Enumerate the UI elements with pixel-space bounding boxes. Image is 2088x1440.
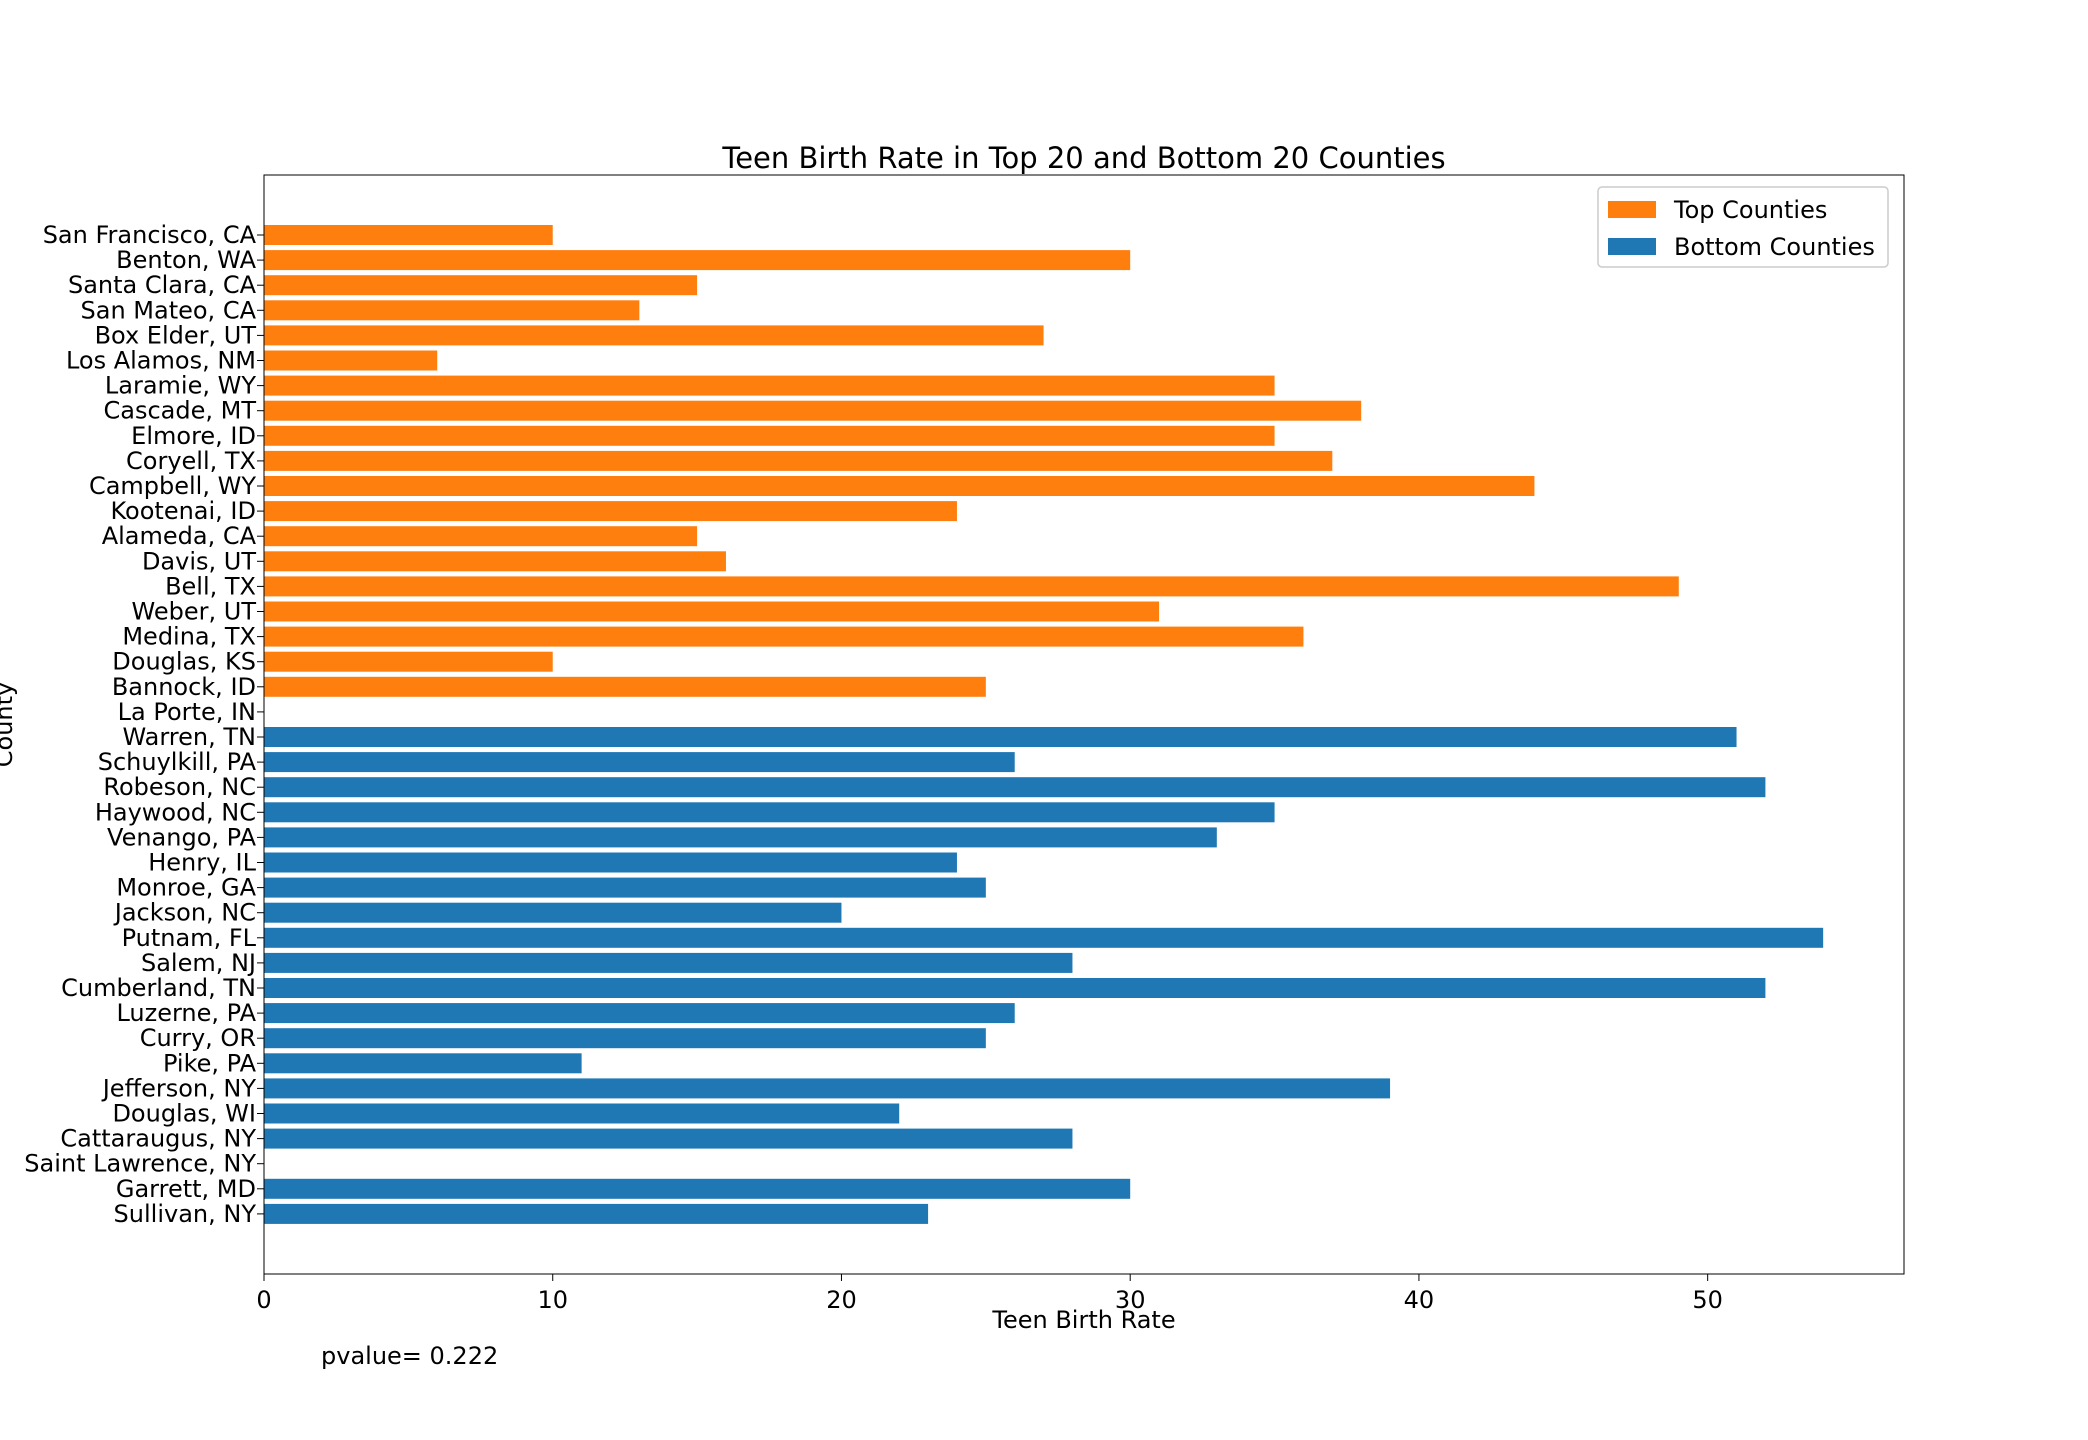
bar-salem-nj bbox=[264, 952, 1073, 973]
bar-cattaraugus-ny bbox=[264, 1128, 1073, 1149]
bar-cumberland-tn bbox=[264, 978, 1766, 998]
bar-campbell-wy bbox=[264, 476, 1535, 496]
bar-los-alamos-nm bbox=[264, 350, 438, 371]
x-tick-label: 40 bbox=[1404, 1286, 1435, 1314]
y-tick-label: Saint Lawrence, NY bbox=[24, 1150, 256, 1178]
y-tick-label: Coryell, TX bbox=[126, 447, 256, 475]
legend-swatch-top-counties bbox=[1608, 201, 1656, 218]
legend: Top Counties Bottom Counties bbox=[1597, 186, 1889, 268]
bar-davis-ut bbox=[264, 551, 726, 572]
bar-bell-tx bbox=[264, 576, 1679, 597]
bar-warren-tn bbox=[264, 727, 1737, 747]
y-tick-label: Medina, TX bbox=[122, 623, 256, 651]
y-tick-label: Monroe, GA bbox=[116, 874, 256, 902]
y-tick-label: Garrett, MD bbox=[116, 1175, 256, 1203]
y-tick-label: Kootenai, ID bbox=[111, 497, 257, 525]
y-tick-label: Jefferson, NY bbox=[101, 1074, 257, 1102]
legend-label-bottom-counties: Bottom Counties bbox=[1674, 233, 1875, 261]
y-tick-label: Benton, WA bbox=[116, 246, 256, 274]
pvalue-annotation: pvalue= 0.222 bbox=[321, 1342, 498, 1370]
y-tick-label: Santa Clara, CA bbox=[68, 271, 257, 299]
bar-curry-or bbox=[264, 1028, 986, 1049]
y-tick-label: Robeson, NC bbox=[103, 773, 256, 801]
bar-schuylkill-pa bbox=[264, 752, 1015, 773]
bar-coryell-tx bbox=[264, 450, 1333, 471]
y-tick-label: Luzerne, PA bbox=[116, 999, 256, 1027]
chart-title: Teen Birth Rate in Top 20 and Bottom 20 … bbox=[721, 141, 1445, 175]
y-tick-label: Weber, UT bbox=[132, 598, 257, 626]
y-tick-label: Jackson, NC bbox=[113, 899, 256, 927]
y-tick-label: Elmore, ID bbox=[131, 422, 256, 450]
y-tick-label: Salem, NJ bbox=[141, 949, 256, 977]
y-tick-label: Haywood, NC bbox=[95, 798, 256, 826]
y-tick-label: La Porte, IN bbox=[118, 698, 256, 726]
bar-robeson-nc bbox=[264, 777, 1766, 798]
bar-douglas-wi bbox=[264, 1103, 900, 1124]
y-tick-label: Cumberland, TN bbox=[61, 974, 256, 1002]
x-tick-label: 20 bbox=[826, 1286, 857, 1314]
x-tick-label: 30 bbox=[1115, 1286, 1146, 1314]
y-tick-label: Schuylkill, PA bbox=[98, 748, 257, 776]
y-tick-label: Venango, PA bbox=[107, 823, 257, 851]
y-tick-label: Laramie, WY bbox=[105, 372, 256, 400]
plot-area-frame bbox=[263, 174, 1905, 1275]
y-tick-label: Los Alamos, NM bbox=[66, 347, 256, 375]
bar-benton-wa bbox=[264, 250, 1131, 271]
y-tick-label: Douglas, KS bbox=[112, 648, 256, 676]
y-axis-label: County bbox=[0, 682, 18, 767]
chart-marks bbox=[264, 225, 1824, 1224]
bar-haywood-nc bbox=[264, 802, 1275, 823]
bar-cascade-mt bbox=[264, 400, 1362, 421]
x-tick-label: 0 bbox=[256, 1286, 271, 1314]
x-tick-label: 10 bbox=[537, 1286, 568, 1314]
bar-elmore-id bbox=[264, 425, 1275, 446]
bar-kootenai-id bbox=[264, 501, 957, 522]
bar-jackson-nc bbox=[264, 902, 842, 923]
y-tick-label: Curry, OR bbox=[140, 1024, 256, 1052]
y-tick-label: Putnam, FL bbox=[122, 924, 257, 952]
bar-luzerne-pa bbox=[264, 1003, 1015, 1024]
legend-swatch-bottom-counties bbox=[1608, 238, 1656, 255]
bar-alameda-ca bbox=[264, 526, 698, 547]
y-tick-label: Warren, TN bbox=[122, 723, 256, 751]
bar-sullivan-ny bbox=[264, 1203, 929, 1224]
y-tick-label: Douglas, WI bbox=[112, 1100, 256, 1128]
y-tick-label: Sullivan, NY bbox=[114, 1200, 257, 1228]
bar-weber-ut bbox=[264, 601, 1160, 622]
bar-san-mateo-ca bbox=[264, 300, 640, 321]
bar-douglas-ks bbox=[264, 651, 553, 672]
legend-box bbox=[1597, 186, 1889, 268]
bar-medina-tx bbox=[264, 626, 1304, 647]
y-tick-label: Cascade, MT bbox=[104, 397, 257, 425]
y-tick-label: Bell, TX bbox=[165, 572, 256, 600]
bar-santa-clara-ca bbox=[264, 275, 698, 296]
bar-pike-pa bbox=[264, 1053, 582, 1074]
x-tick-label: 50 bbox=[1692, 1286, 1723, 1314]
bar-putnam-fl bbox=[264, 927, 1824, 948]
bar-box-elder-ut bbox=[264, 325, 1044, 346]
y-tick-label: Campbell, WY bbox=[89, 472, 256, 500]
y-tick-label: Cattaraugus, NY bbox=[60, 1125, 256, 1153]
bar-monroe-ga bbox=[264, 877, 986, 898]
y-tick-label: Bannock, ID bbox=[112, 673, 256, 701]
bar-jefferson-ny bbox=[264, 1078, 1391, 1099]
y-tick-label: Alameda, CA bbox=[102, 522, 257, 550]
y-tick-label: San Francisco, CA bbox=[43, 221, 257, 249]
bar-san-francisco-ca bbox=[264, 225, 553, 245]
x-axis-label: Teen Birth Rate bbox=[991, 1306, 1175, 1334]
y-tick-label: Pike, PA bbox=[163, 1049, 257, 1077]
y-tick-label: San Mateo, CA bbox=[81, 296, 257, 324]
bar-henry-il bbox=[264, 852, 957, 873]
y-tick-label: Box Elder, UT bbox=[95, 321, 257, 349]
y-tick-label: Henry, IL bbox=[148, 849, 256, 877]
bar-venango-pa bbox=[264, 827, 1217, 848]
legend-label-top-counties: Top Counties bbox=[1673, 196, 1827, 224]
bar-bannock-id bbox=[264, 676, 986, 697]
bar-laramie-wy bbox=[264, 375, 1275, 396]
y-tick-label: Davis, UT bbox=[142, 547, 256, 575]
bar-garrett-md bbox=[264, 1178, 1131, 1199]
